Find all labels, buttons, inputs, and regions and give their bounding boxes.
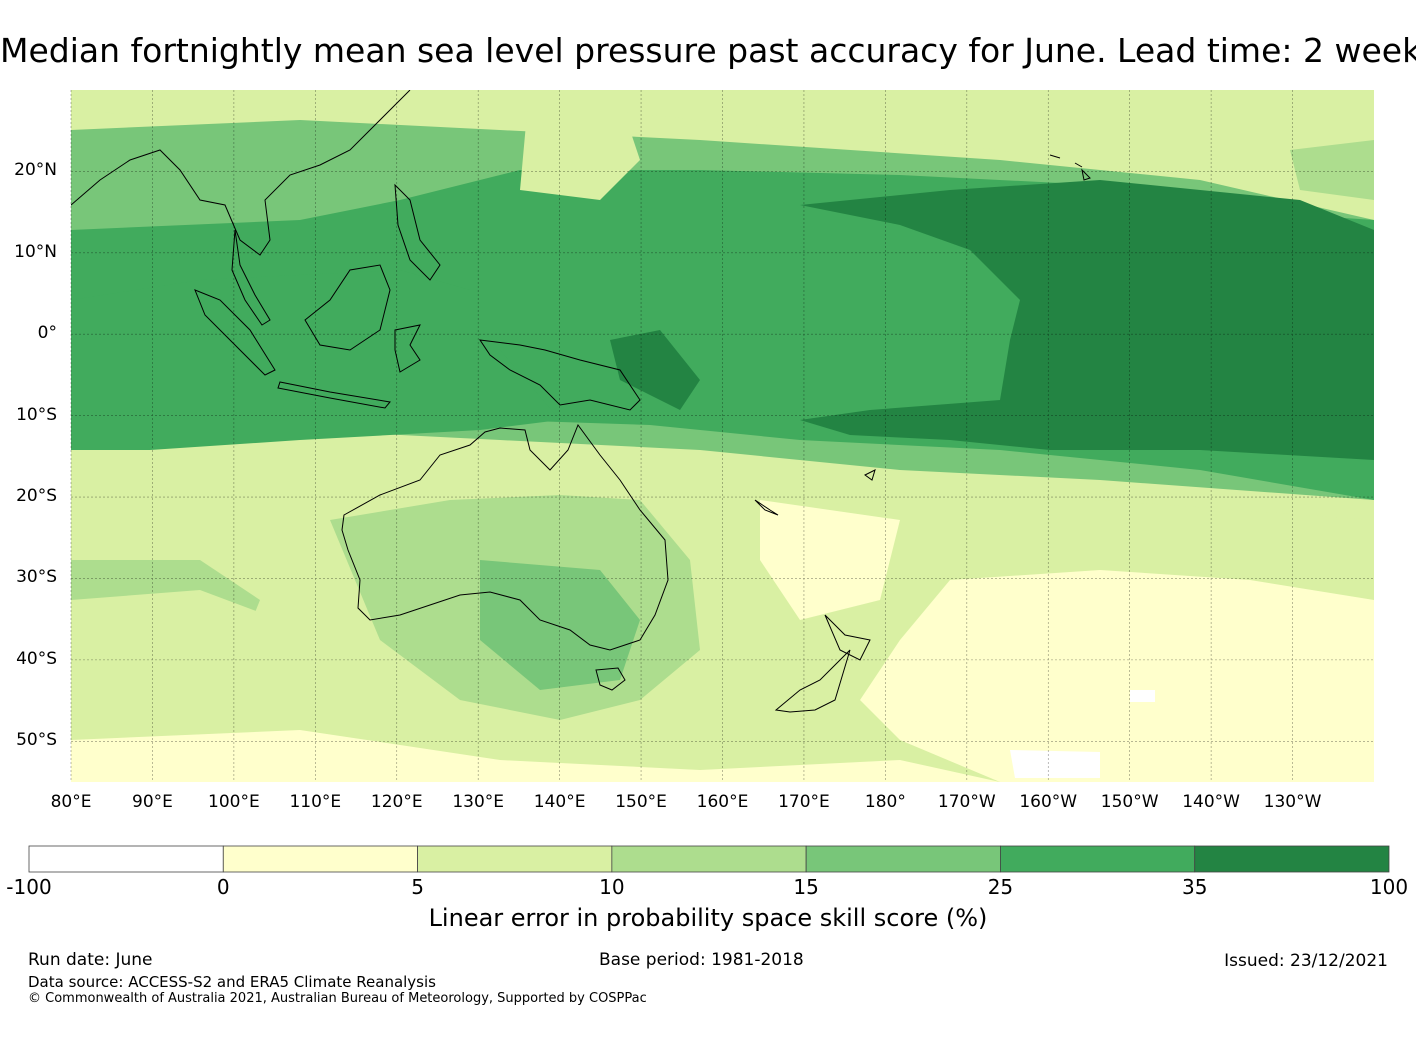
longitude-label: 140°W (1182, 792, 1240, 812)
latitude-label: 40°S (16, 648, 57, 669)
borneo-coastline (304, 264, 391, 351)
new-guinea-coastline (478, 339, 641, 411)
issued-date: Issued: 23/12/2021 (1224, 951, 1388, 971)
longitude-label: 100°E (208, 792, 260, 812)
longitude-label: 130°W (1263, 792, 1322, 812)
tasmania-coastline (595, 667, 626, 691)
latitude-label: 10°S (16, 404, 57, 425)
new-zealand-coastline (774, 649, 851, 713)
colorbar-segment (28, 845, 224, 873)
longitude-label: 170°W (937, 792, 996, 812)
sumatra-coastline (194, 289, 276, 376)
longitude-label: 150°W (1100, 792, 1159, 812)
new-caledonia-coastline (754, 499, 779, 516)
map-title: Median fortnightly mean sea level pressu… (0, 31, 1416, 70)
longitude-label: 170°E (778, 792, 830, 812)
skill-map (70, 90, 1374, 782)
colorbar-tick-label: 5 (411, 875, 424, 899)
copyright: © Commonwealth of Australia 2021, Austra… (28, 991, 647, 1006)
colorbar-tick-label: 0 (216, 875, 230, 899)
malay-peninsula-coastline (231, 229, 271, 326)
longitude-label: 160°W (1019, 792, 1078, 812)
fiji-coastline (864, 469, 876, 481)
colorbar-segment (1194, 845, 1390, 873)
colorbar-title: Linear error in probability space skill … (428, 904, 988, 932)
data-source: Data source: ACCESS-S2 and ERA5 Climate … (28, 973, 436, 991)
longitude-label: 140°E (533, 792, 586, 812)
colorbar-segment (417, 845, 613, 873)
skill-field (71, 90, 1374, 782)
colorbar-segment (1000, 845, 1196, 873)
latitude-label: 20°S (16, 486, 57, 507)
longitude-label: 110°E (289, 792, 342, 812)
longitude-label: 160°E (696, 792, 749, 812)
latitude-label: 30°S (16, 567, 57, 588)
coastlines (71, 90, 1091, 713)
base-period: Base period: 1981-2018 (599, 950, 804, 970)
longitude-label: 130°E (452, 792, 505, 812)
longitude-label: 150°E (615, 792, 667, 812)
run-date: Run date: June (28, 950, 153, 970)
colorbar-segment (222, 845, 418, 873)
longitude-label: 80°E (50, 792, 92, 812)
colorbar-tick-label: 25 (987, 875, 1014, 899)
colorbar (28, 845, 1390, 873)
colorbar-tick-label: 15 (793, 875, 819, 899)
latitude-label: 50°S (16, 730, 57, 751)
latitude-label: 10°N (14, 241, 57, 262)
longitude-label: 90°E (132, 792, 173, 812)
longitude-label: 180° (864, 792, 906, 812)
colorbar-segment (805, 845, 1001, 873)
colorbar-segment (611, 845, 807, 873)
colorbar-tick-label: 35 (1181, 875, 1208, 899)
new-zealand-north-coastline (824, 614, 871, 661)
philippines-coastline (394, 183, 441, 281)
colorbar-tick-label: 10 (599, 875, 625, 899)
java-coastline (277, 381, 391, 409)
sulawesi-coastline (394, 324, 421, 373)
colorbar-tick-label: 100 (1369, 875, 1409, 899)
colorbar-tick-label: -100 (6, 875, 52, 899)
graticule (70, 90, 1374, 782)
longitude-label: 120°E (370, 792, 423, 812)
asia-coastline (71, 90, 411, 256)
latitude-label: 20°N (14, 160, 57, 181)
australia-coastline (341, 423, 669, 651)
latitude-label: 0° (37, 323, 57, 344)
hawaii-coastline (1049, 154, 1091, 181)
